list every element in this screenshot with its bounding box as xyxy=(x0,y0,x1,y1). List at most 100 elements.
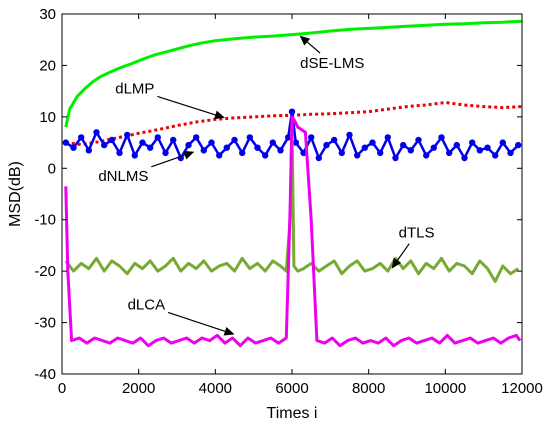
annotation-arrow-line-dnlms xyxy=(151,154,185,168)
data-point-dnlms xyxy=(484,144,491,151)
data-point-dnlms xyxy=(231,136,238,144)
data-point-dnlms xyxy=(131,152,138,159)
data-point-dnlms xyxy=(85,147,93,154)
annotation-dlca: dLCA xyxy=(128,297,235,336)
x-axis-label: Times i xyxy=(267,405,318,422)
annotation-arrowhead-dtls xyxy=(391,257,402,269)
data-point-dnlms xyxy=(239,149,246,157)
annotation-arrowhead-dnlms xyxy=(183,150,195,160)
data-point-dnlms xyxy=(499,139,506,146)
annotation-label-dtls: dTLS xyxy=(399,225,435,242)
data-point-dnlms xyxy=(193,134,200,141)
data-point-dnlms xyxy=(315,154,322,162)
data-point-dnlms xyxy=(292,139,299,146)
y-tick-label: -30 xyxy=(34,315,56,332)
series-dlca xyxy=(64,115,522,348)
data-point-dnlms xyxy=(116,149,123,157)
data-point-dnlms xyxy=(369,139,376,146)
data-point-dnlms xyxy=(262,152,269,159)
data-point-dnlms xyxy=(438,134,445,141)
data-point-dnlms xyxy=(492,152,499,159)
x-tick-label: 10000 xyxy=(424,380,466,397)
data-point-dnlms xyxy=(62,139,69,146)
data-point-dnlms xyxy=(407,147,414,154)
data-point-dnlms xyxy=(70,144,77,151)
data-point-dnlms xyxy=(361,144,368,151)
series-line-dlca xyxy=(64,115,522,348)
data-point-dnlms xyxy=(308,134,315,141)
data-point-dnlms xyxy=(415,136,422,144)
data-point-dnlms xyxy=(200,147,207,154)
series-dse-lms xyxy=(64,19,523,128)
y-tick-label: -40 xyxy=(34,366,56,383)
data-point-dnlms xyxy=(469,139,476,146)
y-tick-label: 0 xyxy=(48,160,56,177)
data-point-dnlms xyxy=(392,154,399,162)
annotation-arrow-line-dlmp xyxy=(157,95,216,116)
data-point-dnlms xyxy=(139,139,146,146)
data-point-dnlms xyxy=(277,147,284,154)
data-point-dnlms xyxy=(453,141,460,149)
x-tick-label: 2000 xyxy=(122,380,155,397)
data-point-dnlms xyxy=(101,141,108,149)
data-point-dnlms xyxy=(423,152,430,159)
data-point-dnlms xyxy=(354,152,361,159)
annotation-arrowhead-dse-lms xyxy=(299,35,311,46)
annotation-dtls: dTLS xyxy=(391,225,435,269)
data-point-dnlms xyxy=(346,131,353,139)
data-point-dnlms xyxy=(162,149,169,157)
y-tick-label: 10 xyxy=(39,109,56,126)
series-dnlms xyxy=(62,108,522,162)
series-layer xyxy=(62,19,523,348)
data-point-dnlms xyxy=(300,149,307,157)
x-tick-label: 8000 xyxy=(352,380,385,397)
data-point-dnlms xyxy=(476,147,483,154)
x-tick-label: 0 xyxy=(58,380,66,397)
data-point-dnlms xyxy=(515,141,522,149)
annotation-label-dse-lms: dSE-LMS xyxy=(300,55,364,72)
data-point-dnlms xyxy=(507,149,514,157)
data-point-dnlms xyxy=(331,136,338,144)
y-tick-label: -20 xyxy=(34,263,56,280)
data-point-dnlms xyxy=(154,134,161,141)
data-point-dnlms xyxy=(400,141,407,149)
annotation-arrowhead-dlmp xyxy=(214,110,225,120)
annotation-dnlms: dNLMS xyxy=(98,150,195,185)
data-point-dnlms xyxy=(285,134,292,141)
data-point-dnlms xyxy=(430,144,437,151)
data-point-dnlms xyxy=(170,136,177,144)
annotation-dse-lms: dSE-LMS xyxy=(299,35,364,72)
data-point-dnlms xyxy=(216,152,223,159)
data-point-dnlms xyxy=(147,144,154,151)
annotation-layer: dSE-LMS dLMP dNLMS dTLS dLCA xyxy=(98,35,435,336)
annotation-arrow-line-dtls xyxy=(396,243,410,261)
data-point-dnlms xyxy=(446,149,453,157)
annotation-arrow-line-dlca xyxy=(167,311,226,332)
data-point-dnlms xyxy=(124,131,131,139)
annotation-arrow-line-dse-lms xyxy=(306,41,321,54)
x-tick-label: 12000 xyxy=(501,380,543,397)
annotation-dlmp: dLMP xyxy=(115,81,225,120)
data-point-dnlms xyxy=(78,134,85,141)
data-point-dnlms xyxy=(254,144,261,151)
data-point-dnlms xyxy=(377,149,384,157)
data-point-dnlms xyxy=(461,154,468,162)
annotation-label-dnlms: dNLMS xyxy=(98,168,148,185)
series-line-dse-lms xyxy=(64,19,523,128)
ticks-layer: 0 2000 4000 6000 8000 10000 12000 -40 -30 -20 -10 0… xyxy=(34,6,543,397)
y-tick-label: 20 xyxy=(39,57,56,74)
data-point-dnlms xyxy=(93,129,100,136)
data-point-dnlms xyxy=(185,141,192,149)
x-tick-label: 6000 xyxy=(275,380,308,397)
data-point-dnlms xyxy=(384,134,391,141)
data-point-dnlms xyxy=(108,136,116,144)
data-point-dnlms xyxy=(246,134,253,141)
y-tick-label: -10 xyxy=(34,212,56,229)
data-point-dnlms xyxy=(223,144,230,151)
annotation-label-dlca: dLCA xyxy=(128,297,166,314)
y-axis-label: MSD(dB) xyxy=(7,161,24,227)
data-point-dnlms xyxy=(338,149,345,157)
data-point-dnlms xyxy=(208,139,215,146)
data-point-dnlms xyxy=(323,141,330,149)
